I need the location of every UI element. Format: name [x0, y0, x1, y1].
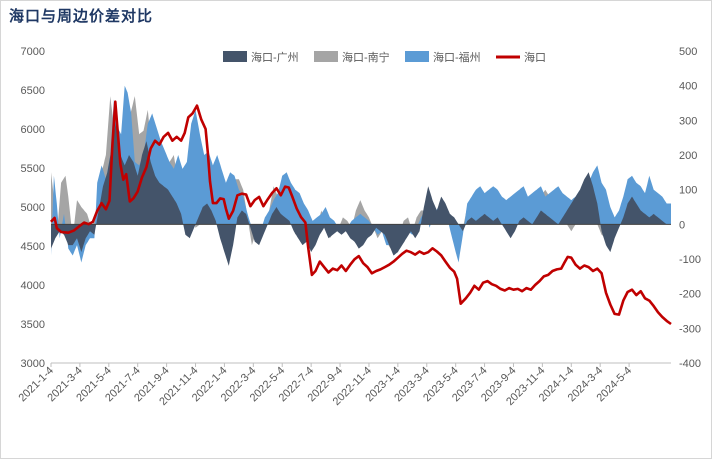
y-right-tick-label: -100 [679, 254, 701, 266]
y-right-tick-label: 0 [679, 219, 685, 231]
y-left-tick-label: 6500 [21, 85, 45, 97]
y-right-tick-label: 400 [679, 81, 697, 93]
y-left-tick-label: 4000 [21, 280, 45, 292]
y-left-tick-label: 3500 [21, 319, 45, 331]
legend-label: 海口-南宁 [342, 50, 390, 64]
legend-label: 海口-广州 [251, 50, 299, 64]
guangzhou-area [51, 120, 671, 266]
y-right-tick-label: -200 [679, 289, 701, 301]
y-left-tick-label: 4500 [21, 241, 45, 253]
legend-label: 海口 [524, 50, 546, 64]
haikou-price-line [50, 100, 672, 326]
y-right-tick-label: 500 [679, 46, 697, 58]
y-left-tick-label: 5500 [21, 163, 45, 175]
legend-item-nanning: 海口-南宁 [314, 50, 390, 64]
y-left-tick-label: 3000 [21, 358, 45, 370]
legend-label: 海口-福州 [433, 50, 481, 64]
legend-swatch [223, 51, 247, 62]
y-left-tick-label: 5000 [21, 202, 45, 214]
legend-item-fuzhou: 海口-福州 [405, 50, 481, 64]
y-right-tick-label: 100 [679, 185, 697, 197]
y-right-tick-label: -400 [679, 358, 701, 370]
legend-swatch [314, 51, 338, 62]
y-left-tick-label: 6000 [21, 124, 45, 136]
legend: 海口-广州 海口-南宁 海口-福州 海口 [223, 50, 546, 64]
chart-title: 海口与周边价差对比 [9, 7, 154, 25]
legend-swatch [405, 51, 429, 62]
legend-item-guangzhou: 海口-广州 [223, 50, 299, 64]
y-right-tick-label: 300 [679, 115, 697, 127]
haikou-price-line-group [50, 100, 672, 326]
y-left-tick-label: 7000 [21, 46, 45, 58]
spread-areas [51, 85, 671, 266]
y-right-tick-label: -300 [679, 323, 701, 335]
y-right-tick-label: 200 [679, 150, 697, 162]
legend-item-haikou: 海口 [496, 50, 546, 64]
